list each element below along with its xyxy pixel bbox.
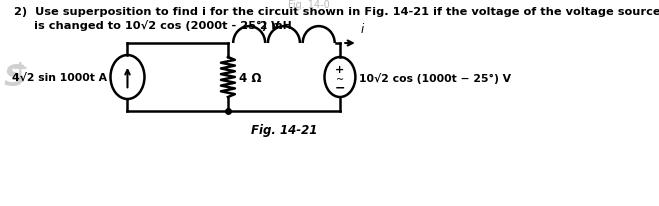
Text: −: −: [335, 82, 345, 94]
Text: i: i: [361, 23, 364, 36]
Text: 4 Ω: 4 Ω: [239, 71, 261, 84]
Text: is changed to 10√2 cos (2000t - 25°) V.: is changed to 10√2 cos (2000t - 25°) V.: [14, 20, 283, 31]
Text: 2)  Use superposition to find i for the circuit shown in Fig. 14-21 if the volta: 2) Use superposition to find i for the c…: [14, 7, 659, 17]
Text: ~: ~: [336, 75, 344, 85]
Text: S: S: [3, 62, 25, 91]
Text: 2 mH: 2 mH: [260, 21, 292, 31]
Text: +: +: [335, 64, 345, 74]
Text: Fig. 14-0: Fig. 14-0: [288, 0, 330, 10]
Text: +: +: [13, 59, 29, 78]
Text: 4√2 sin 1000t A: 4√2 sin 1000t A: [13, 73, 107, 83]
Text: 10√2 cos (1000t − 25°) V: 10√2 cos (1000t − 25°) V: [359, 72, 511, 83]
Text: Fig. 14-21: Fig. 14-21: [250, 123, 317, 136]
